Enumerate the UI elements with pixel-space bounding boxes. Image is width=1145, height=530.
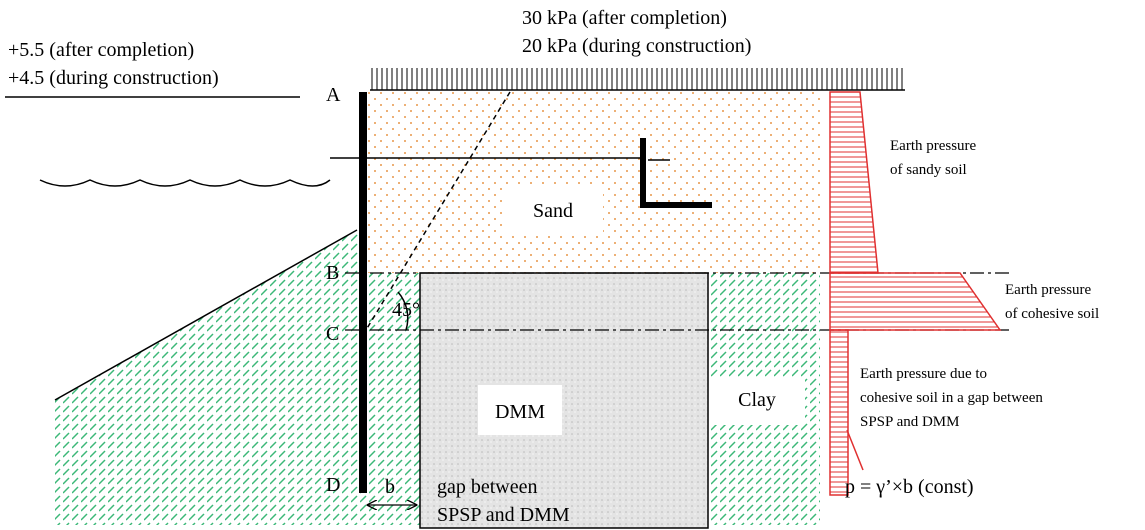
structures: [5, 68, 1010, 505]
gap-label: gap between: [437, 476, 538, 498]
soil-label: DMM: [495, 401, 545, 423]
point-label: A: [326, 84, 341, 106]
pressure-label: cohesive soil in a gap between: [860, 390, 1043, 406]
angle-label: 45°: [392, 299, 420, 321]
pressure-label: Earth pressure: [890, 138, 977, 154]
gap-label: SPSP and DMM: [437, 504, 570, 526]
point-label: B: [326, 262, 339, 284]
soil-regions: [55, 92, 820, 529]
formula: p = γ’×b (const): [845, 476, 974, 498]
labels: 30 kPa (after completion) 20 kPa (during…: [8, 7, 1099, 526]
point-label: D: [326, 474, 340, 496]
level-label: +4.5 (during construction): [8, 67, 219, 89]
pressure-label: of cohesive soil: [1005, 306, 1099, 322]
pressure-label: Earth pressure: [1005, 282, 1092, 298]
soil-label: Sand: [533, 200, 573, 222]
soil-label: Clay: [738, 389, 776, 411]
gap-symbol: b: [385, 476, 395, 498]
level-label: +5.5 (after completion): [8, 39, 194, 61]
pressure-diagram: [829, 91, 1002, 496]
pressure-label: Earth pressure due to: [860, 366, 987, 382]
load-label: 20 kPa (during construction): [522, 35, 751, 57]
point-label: C: [326, 323, 339, 345]
load-label: 30 kPa (after completion): [522, 7, 727, 29]
pressure-label: of sandy soil: [890, 162, 967, 178]
pressure-label: SPSP and DMM: [860, 414, 959, 430]
